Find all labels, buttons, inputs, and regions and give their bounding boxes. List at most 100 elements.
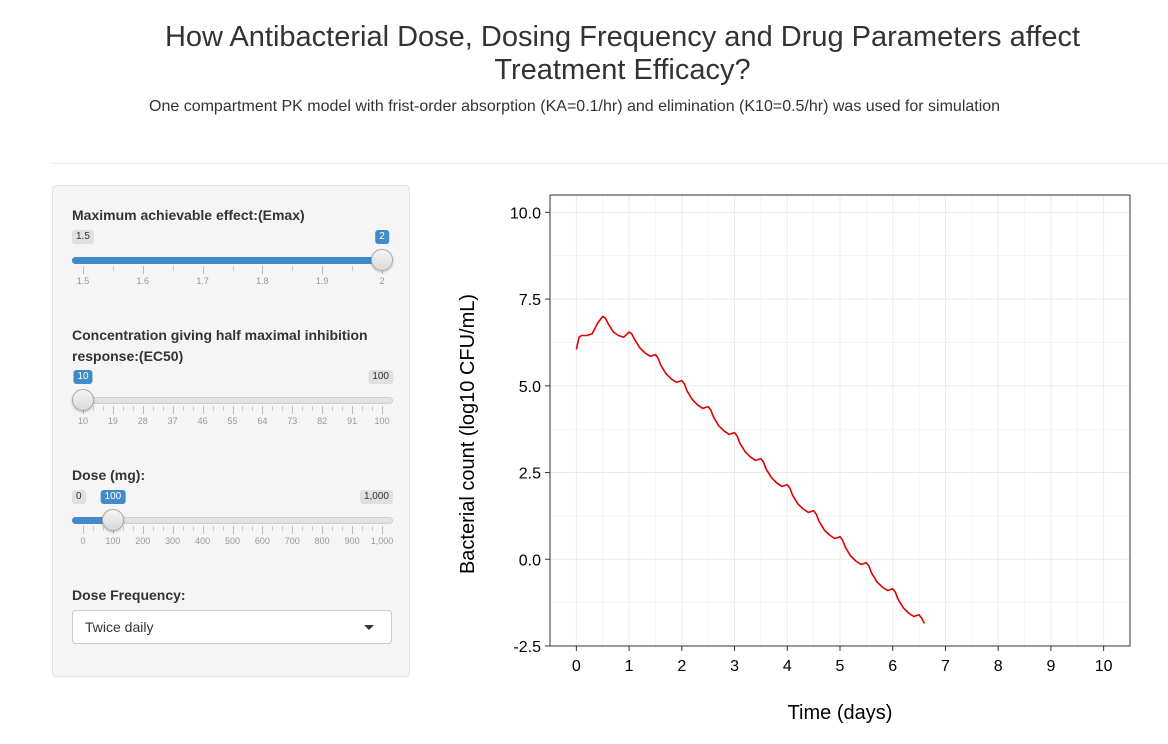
x-tick-label: 3 [730,658,739,675]
major-tick [262,406,264,414]
tick-label: 82 [317,416,328,426]
major-tick [202,406,204,414]
minor-tick [342,526,344,531]
frequency-select[interactable]: Twice daily [72,610,392,644]
sidebar-panel: Maximum achievable effect:(Emax) 1.5 2 2 1.… [52,185,410,677]
minor-tick [332,406,334,411]
minor-tick [192,526,194,531]
tick-label: 37 [167,416,178,426]
major-tick [232,406,234,414]
tick-label: 0 [80,536,86,546]
minor-tick [212,526,214,531]
emax-slider-handle[interactable] [371,249,393,271]
minor-tick [312,526,314,531]
minor-tick [192,406,194,411]
minor-tick [132,406,134,411]
y-tick-label: 2.5 [519,466,541,483]
ec50-max-label: 100 [368,370,393,384]
dose-label: Dose (mg): [72,467,146,483]
tick-label: 600 [254,536,270,546]
dose-ticks [72,526,393,534]
tick-label: 1.5 [76,276,90,286]
minor-tick [252,526,254,531]
chart-svg: Bacterial count (log10 CFU/mL) Time (day… [457,194,1131,724]
tick-label: 1,000 [370,536,394,546]
major-tick [142,266,144,274]
tick-label: 91 [347,416,358,426]
x-tick-label: 2 [677,658,686,675]
minor-tick [332,526,334,531]
tick-label: 10 [77,416,89,426]
ec50-label: Concentration giving half maximal inhibi… [72,327,368,364]
tick-label: 55 [227,416,238,426]
tick-label: 64 [257,416,268,426]
emax-min-label: 1.5 [72,230,94,244]
x-tick-label: 10 [1095,658,1113,675]
emax-label: Maximum achievable effect:(Emax) [72,207,305,223]
x-tick-label: 4 [783,658,792,675]
minor-tick [232,266,234,271]
minor-tick [302,406,304,411]
frequency-selected-value: Twice daily [85,619,154,635]
ec50-ticks [72,406,393,414]
major-tick [262,266,264,274]
minor-tick [272,406,274,411]
major-tick [83,526,84,534]
tick-label: 1.6 [136,276,150,286]
dose-value-label: 100 [100,490,126,504]
major-tick [202,266,204,274]
x-tick-label: 0 [572,658,581,675]
dose-slider-fill [72,517,113,524]
emax-slider[interactable]: 1.5221.51.61.71.81.92 [72,230,393,310]
minor-tick [172,266,174,271]
minor-tick [362,526,364,531]
tick-label: 1.7 [196,276,209,286]
minor-tick [152,526,154,531]
minor-tick [92,406,94,411]
major-tick [262,526,264,534]
y-tick-label: 7.5 [519,292,541,309]
major-tick [352,406,354,414]
ec50-slider-handle[interactable] [72,389,94,411]
minor-tick [282,526,284,531]
ec50-slider-track[interactable] [72,397,393,404]
minor-tick [162,406,164,411]
minor-tick [362,406,364,411]
major-tick [142,526,144,534]
dose-slider[interactable]: 0 1,000 100 0 100 200 300 400 500 600 700 800 900 1,0… [72,490,393,570]
minor-tick [292,266,294,271]
minor-tick [222,526,224,531]
tick-label: 800 [314,536,330,546]
tick-label: 400 [195,536,211,546]
major-tick [232,526,234,534]
page-subtitle: One compartment PK model with frist-orde… [149,98,1001,115]
major-tick [322,266,324,274]
minor-tick [122,526,124,531]
y-tick-label: -2.5 [513,639,541,656]
dose-slider-handle[interactable] [101,509,124,531]
minor-tick [212,406,214,411]
tick-label: 2 [379,276,385,286]
x-tick-label: 8 [994,658,1003,675]
y-tick-label: 5.0 [519,379,541,396]
minor-tick [372,526,374,531]
tick-label: 46 [197,416,208,426]
tick-label: 100 [374,416,390,426]
tick-label: 300 [165,536,181,546]
y-tick-label: 10.0 [510,205,541,222]
minor-tick [102,526,104,531]
x-tick-label: 7 [941,658,950,675]
minor-tick [152,406,154,411]
dose-max-label: 1,000 [359,490,393,504]
ec50-slider[interactable]: 101001010192837465564738291100 [72,370,393,450]
major-tick [142,406,144,414]
minor-tick [122,406,124,411]
tick-label: 1.9 [315,276,329,286]
y-tick-label: 0.0 [519,552,541,569]
minor-tick [92,526,94,531]
minor-tick [372,406,374,411]
major-tick [322,406,324,414]
minor-tick [112,266,114,271]
minor-tick [342,406,344,411]
chart: Bacterial count (log10 CFU/mL) Time (day… [440,180,1168,739]
